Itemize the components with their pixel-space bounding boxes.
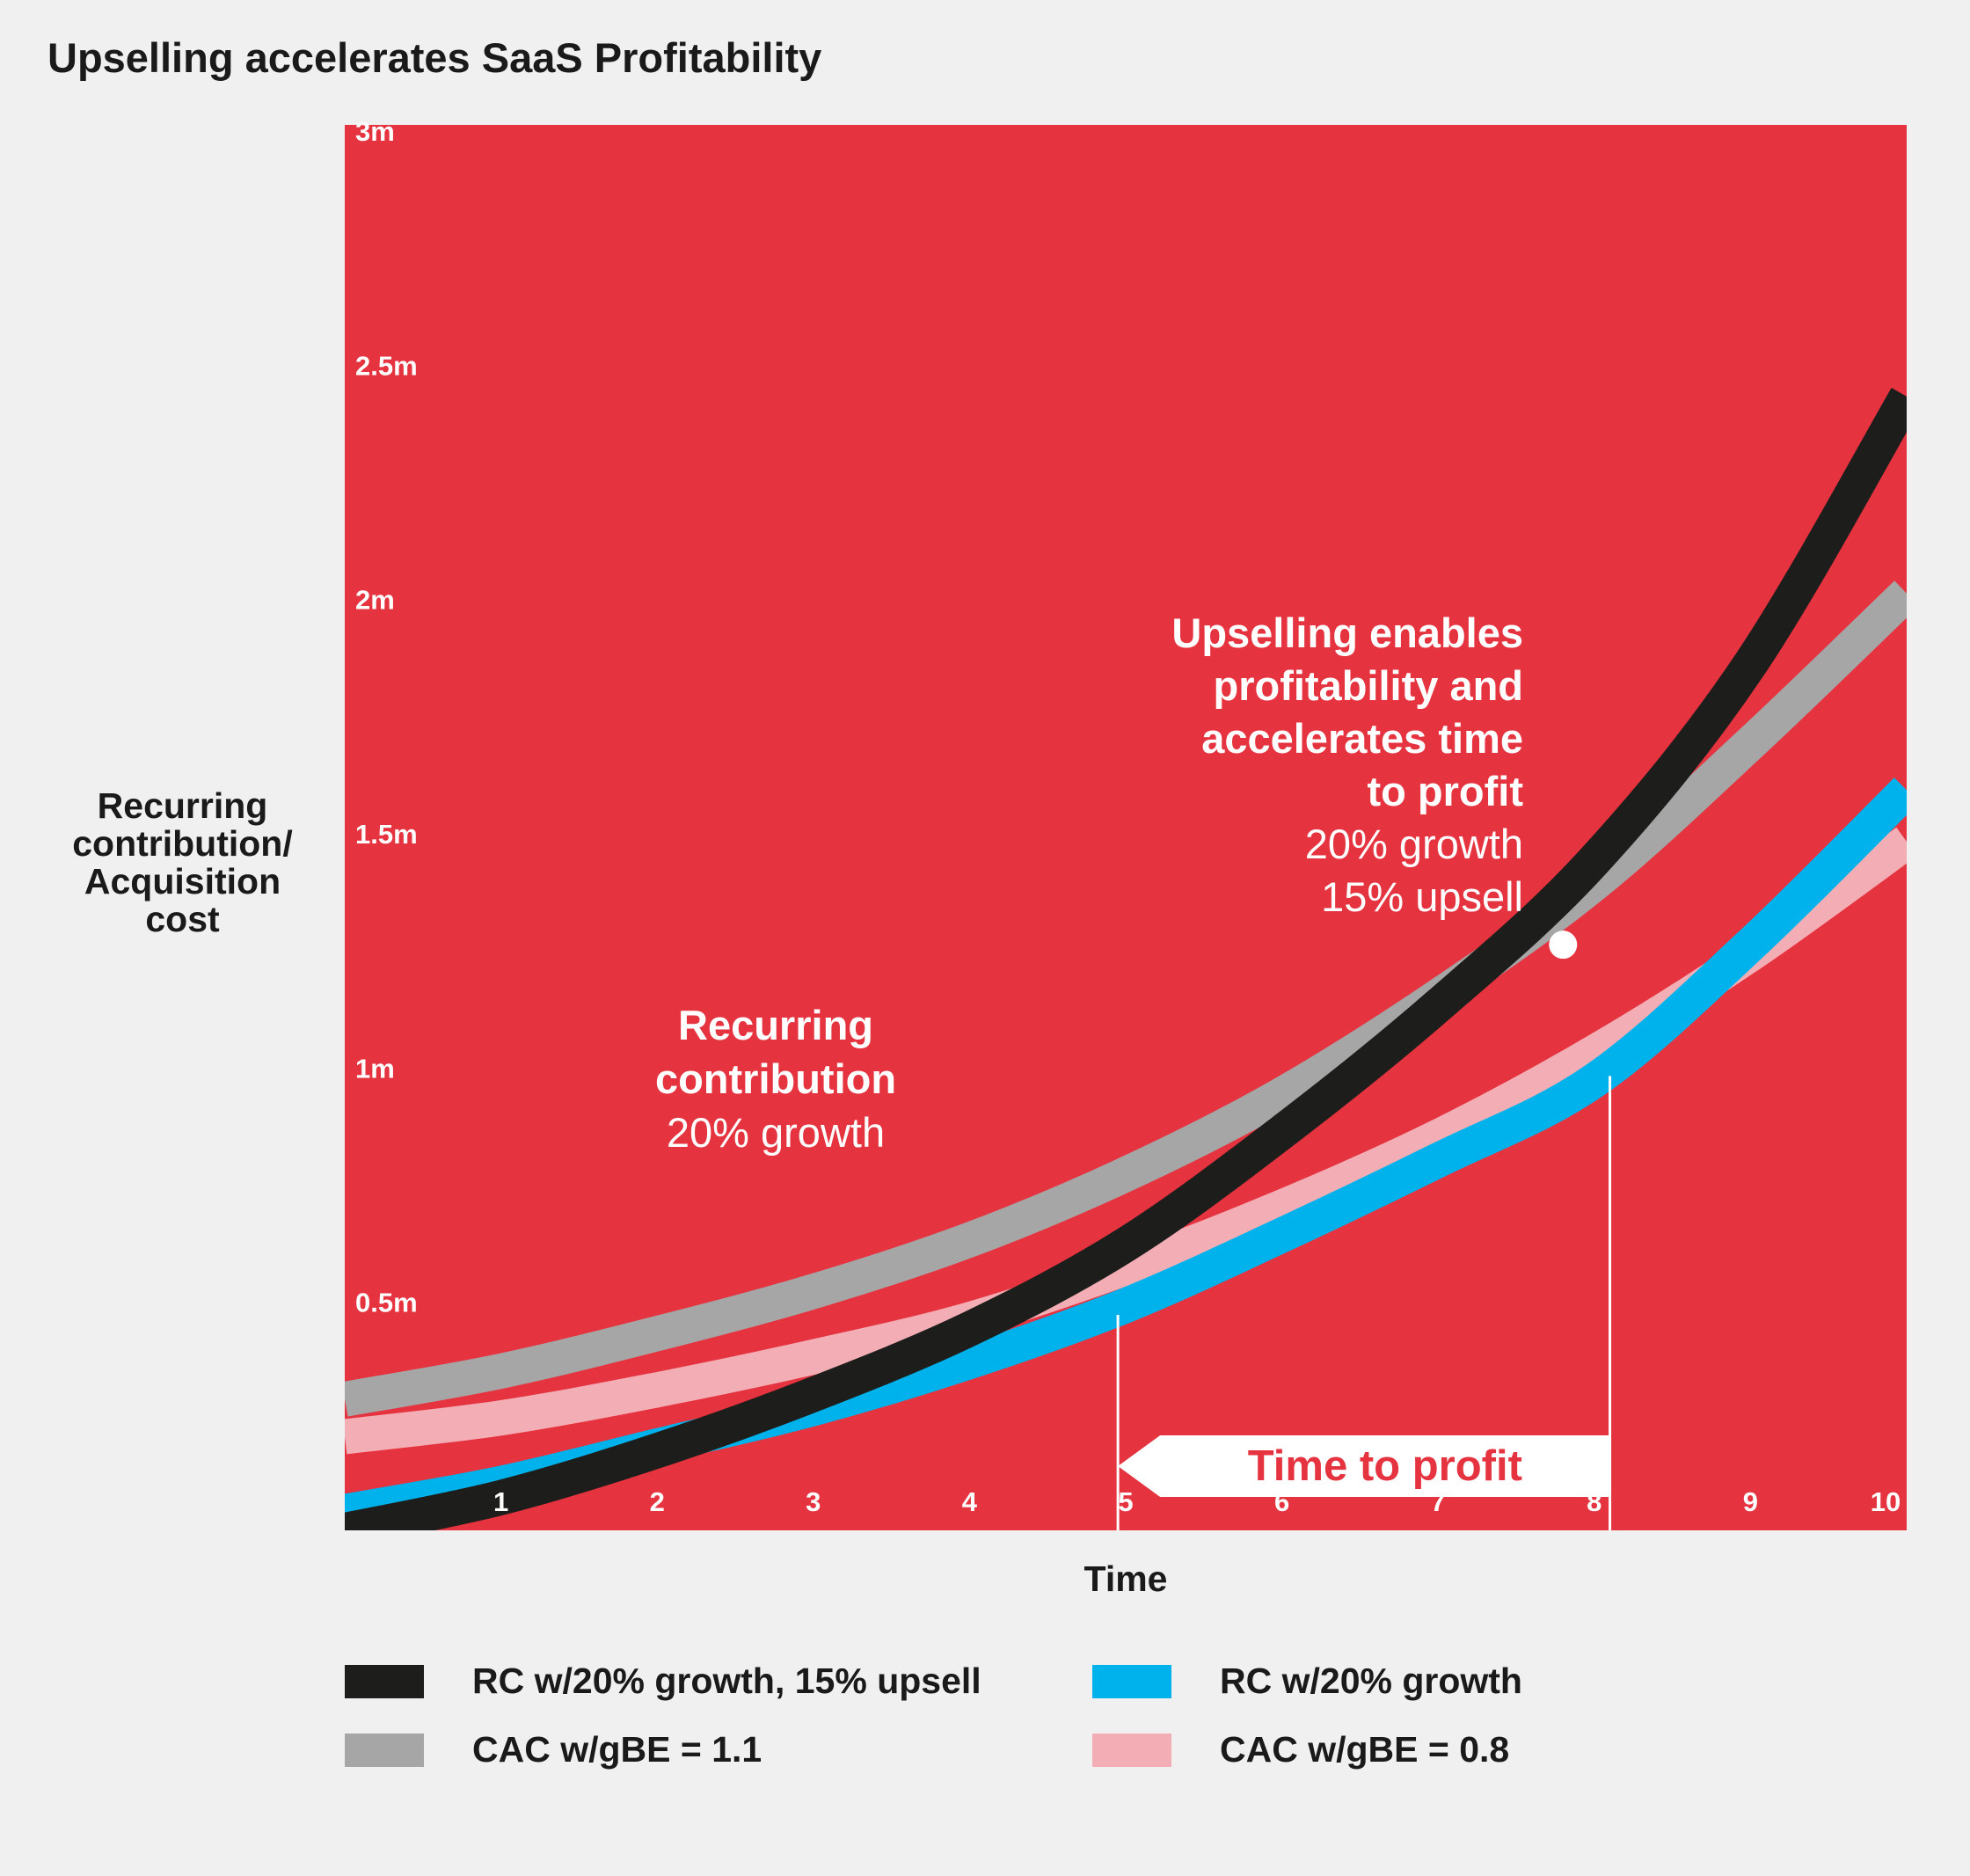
time-to-profit-arrow xyxy=(1118,1435,1610,1498)
x-tick-label-2: 2 xyxy=(650,1486,665,1517)
legend-label: CAC w/gBE = 0.8 xyxy=(1220,1729,1510,1770)
recurring-annotation-line-2: contribution xyxy=(655,1055,896,1102)
series-line-1 xyxy=(345,580,1907,1417)
legend-label: RC w/20% growth xyxy=(1220,1661,1522,1701)
legend-swatch xyxy=(1092,1734,1171,1767)
recurring-annotation-line-1: Recurring xyxy=(678,1002,873,1048)
upsell-annotation-line-1: Upselling enables xyxy=(1171,610,1523,656)
time-to-profit-label: Time to profit xyxy=(1248,1442,1522,1490)
legend-swatch xyxy=(345,1665,424,1698)
recurring-annotation-detail-1: 20% growth xyxy=(667,1109,885,1156)
y-tick-label-5: 2.5m xyxy=(355,350,418,381)
upsell-annotation-line-3: accelerates time xyxy=(1201,715,1523,762)
legend-label: RC w/20% growth, 15% upsell xyxy=(472,1661,981,1701)
y-axis-label: Recurring contribution/ Acquisition cost xyxy=(72,785,293,939)
x-tick-label-3: 3 xyxy=(806,1486,821,1517)
legend-swatch xyxy=(1092,1665,1171,1698)
y-tick-label-6: 3m xyxy=(355,116,395,147)
chart-title: Upselling accelerates SaaS Profitability xyxy=(47,34,822,81)
y-tick-label-4: 2m xyxy=(355,585,395,616)
y-tick-label-3: 1.5m xyxy=(355,819,418,850)
series-layer xyxy=(345,387,1907,1530)
crossover-marker xyxy=(1549,931,1578,960)
upsell-annotation-detail-1: 20% growth xyxy=(1305,821,1523,867)
series-line-4 xyxy=(345,387,1907,1530)
upsell-annotation-detail-2: 15% upsell xyxy=(1321,873,1523,920)
x-axis-label: Time xyxy=(1084,1558,1168,1599)
annotation-layer: Time to profit Upselling enables profitabi… xyxy=(655,610,1612,1530)
upsell-annotation-line-2: profitability and xyxy=(1214,662,1524,709)
y-tick-label-2: 1m xyxy=(355,1053,395,1084)
x-tick-label-1: 1 xyxy=(493,1486,508,1517)
x-tick-label-9: 9 xyxy=(1743,1486,1758,1517)
x-tick-label-5: 5 xyxy=(1118,1486,1133,1517)
y-tick-label-1: 0.5m xyxy=(355,1288,418,1318)
x-tick-label-10: 10 xyxy=(1871,1486,1901,1517)
legend-swatch xyxy=(345,1734,424,1767)
legend-label: CAC w/gBE = 1.1 xyxy=(472,1729,762,1770)
upsell-annotation-line-4: to profit xyxy=(1368,768,1524,814)
x-tick-label-4: 4 xyxy=(962,1486,978,1517)
